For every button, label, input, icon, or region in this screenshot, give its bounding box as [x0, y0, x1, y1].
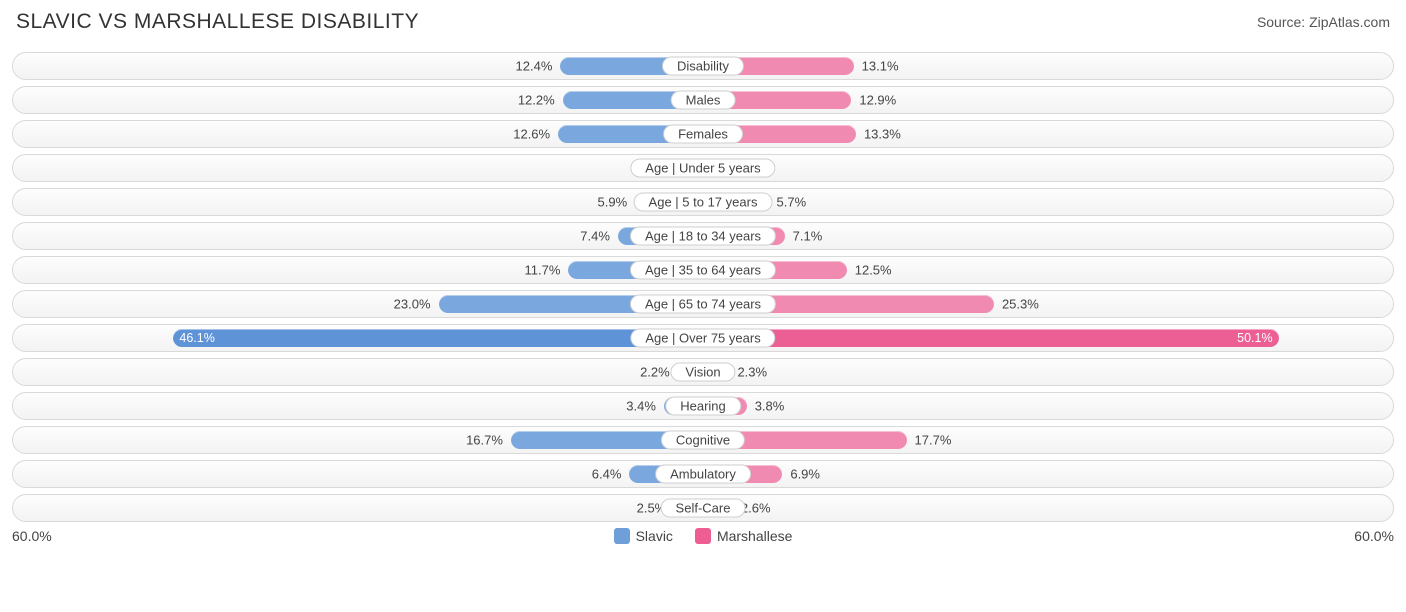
- chart-row: 5.9% 5.7% Age | 5 to 17 years: [12, 188, 1394, 216]
- chart-row: 12.4% 13.1% Disability: [12, 52, 1394, 80]
- value-marshallese: 25.3%: [1002, 297, 1039, 312]
- axis-left-max: 60.0%: [12, 528, 72, 544]
- value-marshallese: 13.1%: [862, 59, 899, 74]
- chart-row: 23.0% 25.3% Age | 65 to 74 years: [12, 290, 1394, 318]
- value-marshallese: 7.1%: [793, 229, 823, 244]
- chart-row: 7.4% 7.1% Age | 18 to 34 years: [12, 222, 1394, 250]
- category-label: Age | 35 to 64 years: [630, 261, 776, 280]
- value-slavic: 46.1%: [171, 331, 222, 345]
- category-label: Self-Care: [661, 499, 746, 518]
- value-marshallese: 6.9%: [790, 467, 820, 482]
- chart-row: 16.7% 17.7% Cognitive: [12, 426, 1394, 454]
- value-slavic: 16.7%: [466, 433, 503, 448]
- value-marshallese: 50.1%: [1229, 331, 1280, 345]
- value-marshallese: 2.3%: [737, 365, 767, 380]
- chart-row: 11.7% 12.5% Age | 35 to 64 years: [12, 256, 1394, 284]
- value-slavic: 23.0%: [394, 297, 431, 312]
- bar-marshallese: [703, 329, 1279, 347]
- value-slavic: 7.4%: [580, 229, 610, 244]
- chart-row: 12.2% 12.9% Males: [12, 86, 1394, 114]
- category-label: Age | 5 to 17 years: [634, 193, 773, 212]
- value-marshallese: 12.9%: [859, 93, 896, 108]
- category-label: Ambulatory: [655, 465, 751, 484]
- value-slavic: 5.9%: [598, 195, 628, 210]
- diverging-bar-chart: 12.4% 13.1% Disability 12.2% 12.9% Males 12.6%…: [12, 52, 1394, 522]
- chart-title: SLAVIC VS MARSHALLESE DISABILITY: [16, 10, 419, 34]
- category-label: Cognitive: [661, 431, 745, 450]
- category-label: Age | Over 75 years: [630, 329, 775, 348]
- value-marshallese: 12.5%: [855, 263, 892, 278]
- chart-row: 12.6% 13.3% Females: [12, 120, 1394, 148]
- legend-item-marshallese: Marshallese: [695, 528, 792, 544]
- chart-row: 2.2% 2.3%Vision: [12, 358, 1394, 386]
- legend-label-marshallese: Marshallese: [717, 528, 792, 544]
- value-marshallese: 3.8%: [755, 399, 785, 414]
- category-label: Age | 18 to 34 years: [630, 227, 776, 246]
- axis-right-max: 60.0%: [1334, 528, 1394, 544]
- legend: Slavic Marshallese: [72, 528, 1334, 544]
- legend-swatch-slavic: [614, 528, 630, 544]
- chart-row: 3.4% 3.8% Hearing: [12, 392, 1394, 420]
- category-label: Hearing: [665, 397, 741, 416]
- value-slavic: 11.7%: [525, 263, 561, 278]
- category-label: Males: [671, 91, 736, 110]
- chart-row: 46.1% 50.1% Age | Over 75 years: [12, 324, 1394, 352]
- bar-slavic: [173, 329, 703, 347]
- value-slavic: 2.2%: [640, 365, 670, 380]
- category-label: Age | Under 5 years: [630, 159, 775, 178]
- category-label: Disability: [662, 57, 744, 76]
- value-slavic: 12.2%: [518, 93, 555, 108]
- value-marshallese: 5.7%: [777, 195, 807, 210]
- chart-row: 6.4% 6.9% Ambulatory: [12, 460, 1394, 488]
- category-label: Vision: [670, 363, 735, 382]
- chart-row: 1.4%0.94%Age | Under 5 years: [12, 154, 1394, 182]
- value-slavic: 6.4%: [592, 467, 622, 482]
- value-marshallese: 17.7%: [915, 433, 952, 448]
- value-marshallese: 13.3%: [864, 127, 901, 142]
- chart-source: Source: ZipAtlas.com: [1257, 14, 1390, 30]
- legend-item-slavic: Slavic: [614, 528, 673, 544]
- chart-row: 2.5%2.6%Self-Care: [12, 494, 1394, 522]
- legend-label-slavic: Slavic: [636, 528, 673, 544]
- category-label: Females: [663, 125, 743, 144]
- value-slavic: 3.4%: [626, 399, 656, 414]
- legend-swatch-marshallese: [695, 528, 711, 544]
- value-slavic: 12.4%: [516, 59, 553, 74]
- value-slavic: 12.6%: [513, 127, 550, 142]
- category-label: Age | 65 to 74 years: [630, 295, 776, 314]
